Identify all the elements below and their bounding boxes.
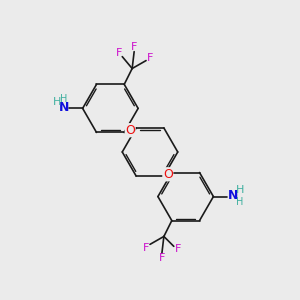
Text: F: F — [116, 48, 122, 58]
Text: H: H — [236, 196, 244, 206]
Text: F: F — [175, 244, 181, 254]
Text: N: N — [58, 101, 69, 114]
Text: F: F — [147, 52, 153, 63]
Text: H: H — [236, 184, 244, 195]
Text: F: F — [159, 253, 165, 263]
Text: O: O — [163, 168, 173, 181]
Text: F: F — [143, 243, 149, 253]
Text: H: H — [53, 98, 61, 107]
Text: H: H — [60, 94, 68, 104]
Text: O: O — [125, 124, 135, 137]
Text: F: F — [131, 42, 137, 52]
Text: N: N — [228, 189, 238, 202]
